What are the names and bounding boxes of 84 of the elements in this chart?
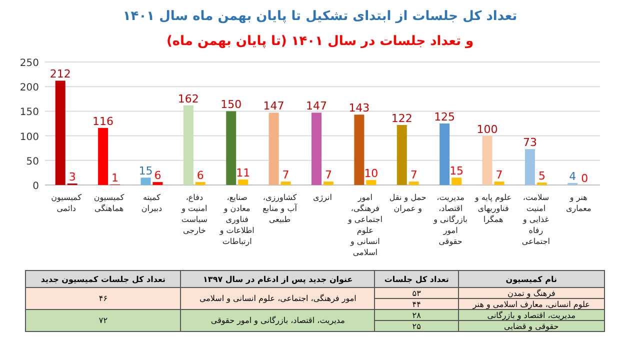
text: حقوقی و قضایی bbox=[458, 320, 604, 332]
data-label: 122 bbox=[391, 112, 412, 125]
data-label: 125 bbox=[434, 110, 456, 124]
data-label: 143 bbox=[348, 102, 370, 115]
x-tick-label: هنر و معماری bbox=[566, 193, 592, 213]
text: ۴۴ bbox=[374, 298, 458, 310]
x-tick-label: کشاورزی، آب و منابع طبیعی bbox=[262, 193, 298, 224]
text: ۴۶ bbox=[26, 288, 181, 310]
bar bbox=[524, 149, 535, 185]
bar bbox=[226, 111, 236, 185]
chart-title: تعداد کل جلسات از ابتدای تشکیل تا پایان بهمن ماه سال ۱۴۰۱ bbox=[122, 9, 518, 24]
text: امور فرهنگی، اجتماعی، علوم انسانی و اسلامی bbox=[180, 288, 375, 310]
data-label: 5 bbox=[538, 170, 546, 183]
data-label: 100 bbox=[476, 122, 498, 136]
text: عنوان جدید پس از ادغام در سال ۱۳۹۷ bbox=[180, 270, 375, 288]
bar bbox=[238, 180, 248, 185]
bar bbox=[408, 182, 419, 185]
bar bbox=[440, 124, 450, 185]
text: علوم انسانی، معارف اسلامی و هنر bbox=[458, 298, 604, 310]
bar bbox=[482, 136, 492, 185]
text: تعداد کل جلسات کمیسیون جدید bbox=[26, 270, 181, 288]
bar bbox=[354, 114, 364, 185]
data-label: 15 bbox=[450, 164, 464, 178]
data-label: 147 bbox=[306, 100, 327, 113]
data-label: 0 bbox=[581, 172, 588, 185]
text: مدیریت، اقتصاد، بازرگانی و امور حقوقی bbox=[180, 310, 375, 332]
x-tick-label: کمیسیون دائمی bbox=[51, 193, 82, 213]
data-label: 162 bbox=[178, 92, 199, 106]
text: فرهنگ و تمدن bbox=[458, 288, 604, 298]
data-label: 6 bbox=[196, 169, 204, 182]
text: تعداد کل جلسات bbox=[374, 270, 458, 288]
data-label: 11 bbox=[236, 166, 250, 180]
data-label: 10 bbox=[364, 167, 378, 180]
bar bbox=[152, 182, 163, 185]
chart-subtitle: و تعداد جلسات در سال ۱۴۰۱ (تا پایان بهمن ماه) bbox=[166, 34, 474, 49]
data-label: 150 bbox=[220, 98, 242, 112]
text: مدیریت، اقتصاد و بازرگانی bbox=[458, 310, 604, 320]
data-label: 212 bbox=[50, 68, 71, 81]
data-label: 7 bbox=[496, 168, 503, 182]
bar bbox=[452, 178, 462, 185]
x-tick-label: مدیریت، اقتصاد، بازرگانی و امور حقوقی bbox=[432, 193, 468, 246]
x-tick-label: علوم پایه و فناوریهای همگرا bbox=[474, 193, 512, 224]
y-tick-label: 0 bbox=[32, 181, 39, 192]
data-label: 73 bbox=[522, 136, 537, 150]
bar bbox=[366, 180, 376, 185]
bar bbox=[140, 178, 151, 185]
text: نام کمیسیون bbox=[458, 270, 604, 288]
y-tick-label: 50 bbox=[26, 156, 39, 168]
text: ۲۵ bbox=[374, 320, 458, 332]
bar bbox=[55, 80, 66, 185]
x-tick-label: انرژی bbox=[313, 193, 332, 202]
x-tick-label: کمیته دبیران bbox=[141, 193, 163, 213]
text: ۲۸ bbox=[374, 310, 458, 320]
data-label: 4 bbox=[569, 170, 576, 184]
x-tick-label: کمیسیون هماهنگی bbox=[94, 193, 124, 213]
x-tick-label: صنایع، معادن و فناوری اطلاعات و ارتباطات bbox=[218, 193, 254, 246]
y-tick-label: 150 bbox=[20, 107, 39, 118]
text: ۷۲ bbox=[26, 310, 181, 332]
data-label: 147 bbox=[263, 100, 284, 113]
data-label: 7 bbox=[410, 168, 418, 182]
bar bbox=[268, 112, 279, 185]
data-label: 3 bbox=[68, 170, 76, 184]
bar bbox=[324, 182, 334, 185]
x-tick-label: حمل و نقل و عمران bbox=[389, 193, 426, 213]
y-tick-label: 200 bbox=[20, 82, 39, 94]
data-label: 116 bbox=[92, 114, 114, 128]
bar bbox=[98, 128, 108, 185]
bar bbox=[183, 105, 194, 185]
data-label: 1 bbox=[112, 172, 119, 185]
x-tick-label: سلامت، امنیت غذایی و رفاه اجتماعی bbox=[522, 193, 550, 246]
data-label: 7 bbox=[325, 168, 332, 182]
bar bbox=[494, 182, 504, 185]
x-tick-label: امور فرهنگی، اجتماعی و علوم انسانی و اسلامی bbox=[346, 193, 382, 257]
bar bbox=[280, 182, 291, 185]
bar bbox=[195, 182, 206, 185]
data-label: 15 bbox=[138, 164, 153, 178]
y-tick-label: 100 bbox=[20, 132, 39, 143]
data-label: 7 bbox=[282, 168, 290, 182]
data-label: 6 bbox=[154, 169, 162, 182]
y-tick-label: 250 bbox=[20, 58, 39, 69]
text: ۵۳ bbox=[374, 288, 458, 298]
bar bbox=[396, 124, 407, 185]
x-tick-label: دفاع، امنیت و سیاست خارجی bbox=[180, 193, 208, 235]
bar bbox=[312, 112, 322, 185]
